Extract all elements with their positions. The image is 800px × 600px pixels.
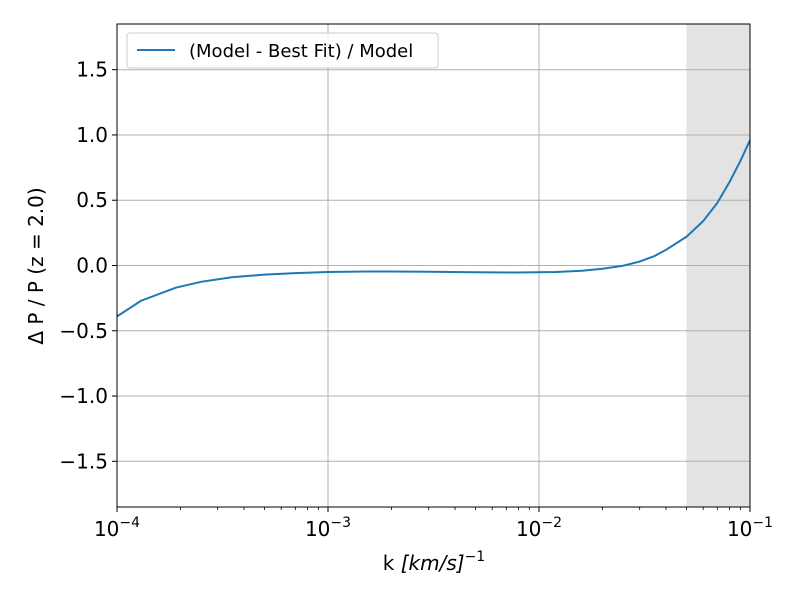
- plot-area: 10−4 10−3 10−2 10−1 −1.5 −1.0 −0.5 0.0 0.5 1.0 1.5: [59, 23, 773, 541]
- y-tick-label: −0.5: [59, 319, 108, 343]
- y-tick-label: 0.5: [76, 188, 108, 212]
- legend-box: [126, 32, 439, 69]
- y-tick-label: 0.0: [76, 254, 108, 278]
- x-axis-label-exponent: −1: [465, 549, 486, 565]
- series-line: [116, 139, 751, 318]
- y-axis-label: Δ P / P (z = 2.0): [24, 187, 48, 344]
- x-tick-label: 10−1: [727, 515, 773, 541]
- x-tick-label: 10−2: [516, 515, 562, 541]
- x-axis-label-main: k: [383, 551, 401, 575]
- y-tick-label: −1.5: [59, 449, 108, 473]
- legend: (Model - Best Fit) / Model: [126, 32, 439, 69]
- y-tick-label: −1.0: [59, 384, 108, 408]
- y-tick-label: 1.0: [76, 123, 108, 147]
- x-tick-label: 10−3: [305, 515, 351, 541]
- x-axis-label: k [km/s]−1: [383, 549, 485, 575]
- y-tick-label: 1.5: [76, 58, 108, 82]
- x-tick-label: 10−4: [94, 515, 140, 541]
- x-axis-label-unit: [km/s]: [401, 551, 465, 575]
- legend-label: (Model - Best Fit) / Model: [189, 41, 413, 62]
